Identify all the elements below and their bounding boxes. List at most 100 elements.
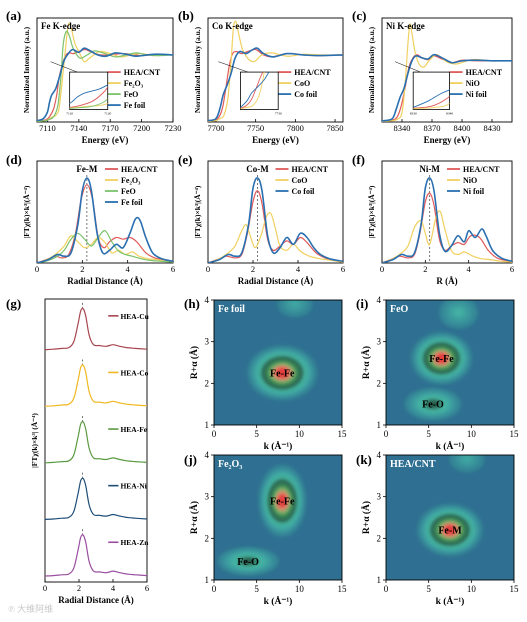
inset-series-line bbox=[240, 72, 264, 109]
y-axis-label: |FTχ(k)×k³|(Å⁻⁴) bbox=[367, 185, 376, 238]
inset-frame bbox=[69, 71, 109, 110]
x-axis-label: Energy (eV) bbox=[252, 135, 299, 145]
series-line bbox=[37, 230, 173, 263]
legend-label: CoO bbox=[294, 79, 310, 88]
panel-label: (g) bbox=[6, 296, 21, 311]
legend-label: Co foil bbox=[292, 187, 316, 196]
x-tick-label: 7850 bbox=[327, 123, 344, 133]
chart-title: Fe foil bbox=[218, 304, 245, 315]
inset-frame bbox=[239, 71, 279, 110]
plot-frame bbox=[36, 17, 174, 123]
legend-label: Fe₂O₃ bbox=[121, 176, 141, 185]
y-tick-label: 2 bbox=[205, 378, 210, 388]
y-tick-label: 2 bbox=[205, 533, 210, 543]
inset-tick-label: 8340 bbox=[446, 112, 453, 116]
legend-label: Fe₂O₃ bbox=[124, 79, 144, 88]
panel-f: (f) 0 2 4 6 R (Å) |FTχ(k)×k³|(Å⁻⁴) Ni-M HEA/CNT N… bbox=[352, 152, 514, 286]
x-axis-label: k (Å⁻¹) bbox=[436, 595, 465, 607]
inset-plot: 7110 7120 bbox=[50, 61, 111, 116]
x-tick-label: 4 bbox=[467, 264, 472, 274]
inset-series-line bbox=[69, 86, 108, 108]
x-tick-label: 15 bbox=[338, 429, 348, 439]
inset-connector bbox=[218, 61, 249, 73]
x-tick-label: 10 bbox=[467, 429, 477, 439]
y-axis-label: Normalized Intensity (a.u.) bbox=[367, 26, 376, 113]
legend-label: HEA/CNT bbox=[463, 165, 500, 174]
y-tick-label: 1 bbox=[377, 420, 382, 430]
inset-tick-label: 7110 bbox=[66, 112, 73, 116]
heatmap-field bbox=[214, 300, 342, 425]
heatmap-field bbox=[214, 455, 342, 580]
peak-annotation: Fe-M bbox=[76, 164, 97, 174]
peak-label: Fe-Fe bbox=[429, 354, 454, 365]
inset-series-line bbox=[413, 89, 450, 108]
y-tick-label: 1 bbox=[205, 575, 210, 585]
y-tick-label: 1 bbox=[205, 420, 210, 430]
x-tick-label: 0 bbox=[35, 264, 39, 274]
panel-label: (h) bbox=[184, 296, 200, 311]
legend-label: NiO bbox=[463, 176, 477, 185]
series-line bbox=[44, 307, 148, 351]
panel-label: (b) bbox=[178, 8, 194, 23]
heatmap-contour bbox=[454, 309, 463, 316]
panel-label: (c) bbox=[352, 8, 366, 23]
legend-label: Ni foil bbox=[463, 187, 485, 196]
inset-tick-label: 7120 bbox=[104, 112, 111, 116]
x-tick-label: 0 bbox=[206, 264, 210, 274]
x-tick-label: 6 bbox=[510, 264, 514, 274]
panel-label: (f) bbox=[352, 152, 365, 167]
legend-label: HEA/CNT bbox=[124, 68, 161, 77]
x-tick-label: 7170 bbox=[102, 123, 119, 133]
x-axis-label: Radial Distance (Å) bbox=[58, 595, 134, 605]
series-line bbox=[37, 235, 173, 263]
plot-frame bbox=[381, 160, 513, 264]
legend-label: HEA-Ni bbox=[120, 482, 146, 491]
series-line bbox=[44, 534, 148, 577]
panel-label: (a) bbox=[6, 8, 21, 23]
y-tick-label: 2 bbox=[377, 378, 382, 388]
x-tick-label: 0 bbox=[380, 264, 384, 274]
legend-label: HEA-Zn bbox=[120, 538, 149, 547]
y-axis-label: |FTχ(k)×k³| (Å⁻⁴) bbox=[30, 413, 39, 468]
x-axis-label: Radial Distance (Å) bbox=[67, 276, 143, 286]
x-axis-label: Energy (eV) bbox=[82, 135, 129, 145]
series-line bbox=[37, 47, 173, 122]
panel-h: (h) Fe-Fe Fe foil 0 5 10 15 1 2 3 4 k (Å⁻¹) R+α (Å) bbox=[184, 295, 348, 452]
legend-label: NiO bbox=[466, 79, 480, 88]
series-line bbox=[208, 177, 343, 263]
y-axis-label: R+α (Å) bbox=[188, 501, 200, 534]
x-tick-label: 6 bbox=[341, 264, 345, 274]
chart-title: Fe K-edge bbox=[41, 21, 80, 31]
heatmap-field bbox=[386, 455, 514, 580]
legend-label: FeO bbox=[121, 187, 136, 196]
plot-frame bbox=[381, 17, 513, 123]
x-tick-label: 6 bbox=[171, 264, 175, 274]
x-tick-label: 0 bbox=[212, 429, 217, 439]
legend-label: HEA-Cu bbox=[120, 312, 148, 321]
y-axis-label: R+α (Å) bbox=[188, 346, 200, 379]
inset-connector bbox=[50, 61, 78, 73]
x-axis-label: k (Å⁻¹) bbox=[264, 440, 293, 452]
heatmap-contour bbox=[242, 558, 254, 565]
panel-b: (b) 7700 7750 7800 7850 Energy (eV) Normalized… bbox=[178, 8, 344, 145]
x-tick-label: 2 bbox=[80, 264, 84, 274]
plot-frame bbox=[385, 454, 515, 581]
series-line bbox=[382, 23, 512, 122]
y-axis-label: |FTχ(k)×k³|(Å⁻⁴) bbox=[22, 185, 31, 238]
panel-label: (j) bbox=[184, 452, 197, 467]
heatmap-contour bbox=[435, 353, 448, 364]
x-tick-label: 10 bbox=[295, 584, 305, 594]
inset-frame bbox=[412, 71, 451, 110]
x-tick-label: 4 bbox=[126, 264, 131, 274]
panel-i: (i) Fe-Fe Fe-O FeO 0 5 10 15 1 2 3 4 k (Å⁻¹) R+α (Å) bbox=[356, 295, 519, 452]
plot-frame bbox=[207, 17, 344, 123]
legend-label: HEA/CNT bbox=[121, 165, 158, 174]
x-tick-label: 0 bbox=[384, 429, 389, 439]
series-line bbox=[382, 53, 512, 122]
chart-title: Fe₂O₃ bbox=[218, 459, 242, 470]
x-tick-label: 15 bbox=[510, 429, 520, 439]
panel-d: (d) 0 2 4 6 Radial Distance (Å) |FTχ(k)×k³|(Å⁻… bbox=[6, 152, 175, 286]
inset-connector bbox=[394, 61, 421, 73]
x-tick-label: 15 bbox=[338, 584, 348, 594]
plot-frame bbox=[44, 298, 148, 583]
